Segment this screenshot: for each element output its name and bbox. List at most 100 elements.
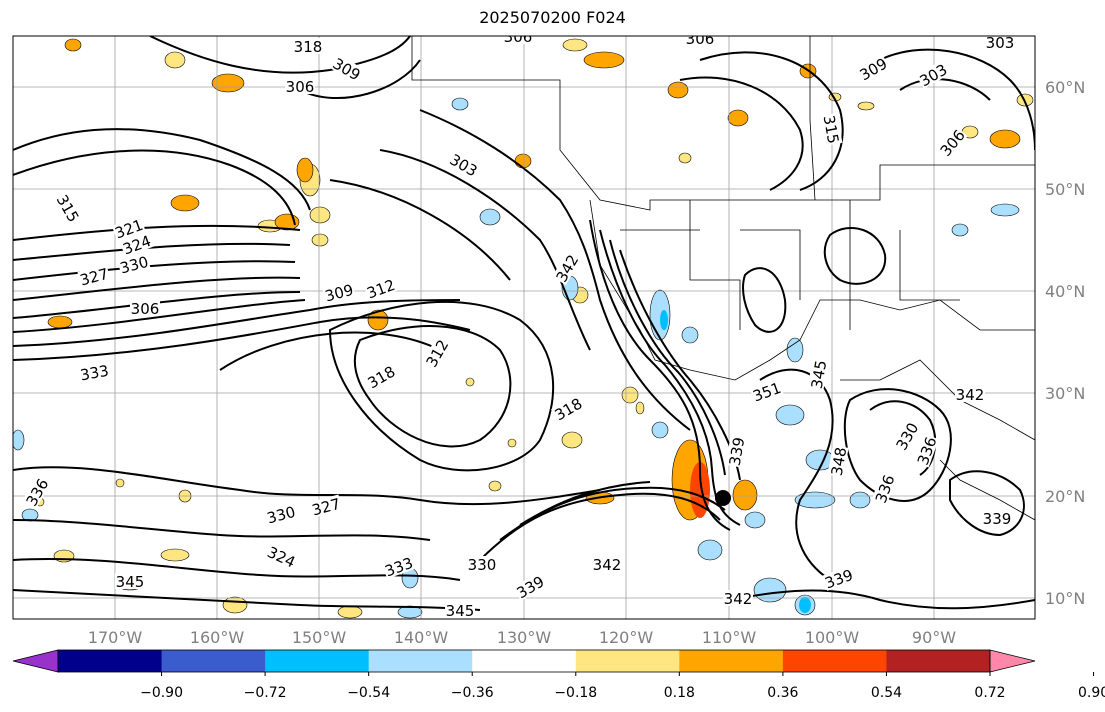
shaded-anomaly-blob (775, 404, 805, 426)
contour-label-mask (892, 419, 921, 453)
contour-label-mask (552, 251, 581, 285)
shaded-anomaly-blob (562, 38, 588, 52)
colorbar-segment (679, 650, 784, 672)
colorbar-segment (58, 650, 163, 672)
shaded-anomaly-blob (561, 431, 583, 449)
shaded-anomaly-blob (507, 438, 517, 448)
latitude-labels: 60°N 50°N 40°N 30°N 20°N 10°N (1045, 78, 1085, 608)
contour-label-mask (807, 358, 829, 391)
shaded-anomaly-blob (479, 208, 501, 226)
colorbar-arrow-high (989, 649, 1036, 673)
shaded-anomaly-blob (311, 233, 329, 247)
colorbar-segment (575, 650, 680, 672)
shaded-anomaly-blob (681, 326, 699, 344)
contour-label-mask (117, 252, 151, 276)
contour-label-mask (513, 572, 547, 601)
colorbar-tick-label: −0.18 (554, 685, 597, 701)
contour-label-mask (285, 78, 315, 94)
colorbar-tick-label: 0.54 (871, 685, 902, 701)
shaded-anomaly-blob (397, 605, 423, 619)
longitude-label: 120°W (599, 628, 654, 647)
contour-label-mask (913, 433, 939, 468)
shaded-anomaly-blob (857, 101, 875, 111)
contour-label: 306 (131, 300, 160, 318)
latitude-label: 10°N (1045, 589, 1085, 608)
contour-label-mask (22, 475, 51, 509)
shaded-anomaly-blob (337, 605, 363, 619)
shaded-anomaly-blob (170, 194, 200, 212)
colorbar-segment (886, 650, 991, 672)
shaded-anomaly-blob (849, 491, 871, 509)
contour-label-mask (467, 556, 497, 572)
colorbar-segment (265, 650, 370, 672)
shaded-anomaly-blob (621, 386, 639, 404)
contour-label-mask (821, 565, 856, 591)
contour-label-mask (54, 191, 83, 225)
colorbar-segment (161, 650, 266, 672)
shaded-anomaly-blob (211, 73, 245, 93)
contour-label: 342 (724, 590, 753, 608)
shaded-anomaly-blob (651, 421, 669, 439)
contour-label-mask (381, 553, 416, 579)
contour-label-mask (725, 435, 747, 468)
contour-label-mask (78, 361, 111, 383)
map-title: 2025070200 F024 (479, 8, 626, 27)
contour-label-mask (592, 556, 622, 572)
colorbar-tick-label: 0.90 (1078, 685, 1105, 701)
shaded-anomaly-blob (465, 377, 475, 387)
contour-label-mask (293, 38, 323, 54)
shaded-anomaly-blob (667, 81, 689, 99)
shaded-anomaly-blob (47, 315, 73, 329)
contour-label-mask (985, 36, 1015, 50)
contour-label-mask (330, 54, 364, 83)
colorbar-tick-label: −0.90 (140, 685, 183, 701)
contour-label: 330 (468, 556, 497, 574)
colorbar-segment (472, 650, 577, 672)
plot-frame (12, 35, 1036, 620)
contour-label-mask (77, 264, 111, 288)
shaded-anomaly-blob (13, 429, 25, 451)
shaded-anomaly-blob (744, 511, 766, 529)
contour-label-mask (685, 36, 715, 46)
contour-label: 333 (79, 362, 110, 385)
colorbar-segment (782, 650, 887, 672)
contour-label: 345 (808, 359, 831, 390)
contour-label: 306 (504, 28, 533, 46)
contour-label-mask (723, 590, 753, 606)
contour-label-mask (856, 54, 890, 83)
latitude-label: 60°N (1045, 78, 1085, 97)
contour-label-mask (749, 378, 784, 404)
shaded-anomaly-blob (222, 596, 248, 614)
latitude-label: 20°N (1045, 487, 1085, 506)
contour-label: 315 (820, 114, 843, 145)
contour-label: 339 (983, 510, 1012, 528)
longitude-label: 90°W (912, 628, 956, 647)
colorbar-tick-label: −0.72 (244, 685, 287, 701)
shaded-anomaly-blob (799, 597, 811, 613)
latitude-label: 50°N (1045, 180, 1085, 199)
contour-label: 306 (286, 78, 315, 96)
shaded-anomaly-blob (660, 310, 668, 330)
contour-label: 306 (686, 30, 715, 48)
contour-label-mask (982, 510, 1012, 526)
contour-label-mask (130, 300, 160, 316)
contour-label-mask (503, 36, 533, 44)
contour-label-mask (364, 362, 398, 391)
colorbar-tick-label: 0.36 (767, 685, 798, 701)
latitude-label: 30°N (1045, 384, 1085, 403)
contour-label-mask (111, 215, 146, 241)
contour-label-mask (363, 275, 398, 301)
contour-label-mask (827, 445, 849, 478)
contour-label: 342 (593, 556, 622, 574)
contour-label-mask (264, 542, 299, 570)
colorbar-frame (57, 649, 991, 673)
contour-label: 303 (986, 34, 1015, 52)
colorbar-tick-label: −0.54 (347, 685, 390, 701)
contour-label-mask (936, 125, 968, 160)
contour-label-mask (821, 113, 843, 146)
colorbar-segment (368, 650, 473, 672)
contour-label-mask (916, 60, 950, 89)
longitude-label: 150°W (292, 628, 347, 647)
colorbar-tick-label: −0.36 (451, 685, 494, 701)
